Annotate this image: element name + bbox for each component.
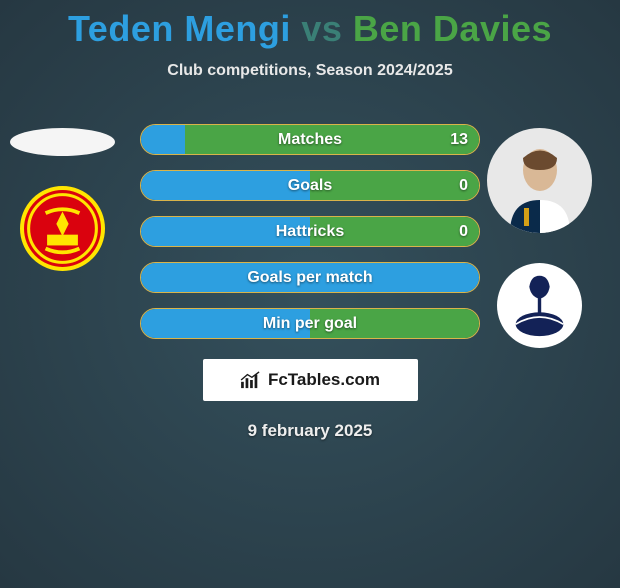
comparison-date: 9 february 2025 [0, 421, 620, 441]
stat-bar-right-segment [185, 125, 479, 154]
subtitle: Club competitions, Season 2024/2025 [0, 62, 620, 80]
stat-bar-left-segment [141, 263, 479, 292]
stat-row: Goals0 [140, 170, 480, 201]
branding-text: FcTables.com [268, 370, 380, 390]
stat-row: Hattricks0 [140, 216, 480, 247]
stat-bar-track [140, 124, 480, 155]
stat-bar-track [140, 308, 480, 339]
stat-bar-left-segment [141, 125, 185, 154]
player2-name: Ben Davies [353, 8, 552, 49]
branding-badge: FcTables.com [203, 359, 418, 401]
player1-name: Teden Mengi [68, 8, 291, 49]
stat-bar-right-segment [310, 309, 479, 338]
vs-text: vs [301, 8, 342, 49]
stat-row: Min per goal [140, 308, 480, 339]
stat-bar-track [140, 262, 480, 293]
stat-bar-right-segment [310, 217, 479, 246]
stat-bar-track [140, 216, 480, 247]
stat-row: Goals per match [140, 262, 480, 293]
comparison-title: Teden Mengi vs Ben Davies [0, 8, 620, 50]
stat-bar-right-segment [310, 171, 479, 200]
chart-icon [240, 371, 262, 389]
stat-row: Matches13 [140, 124, 480, 155]
stat-bar-track [140, 170, 480, 201]
stat-bar-left-segment [141, 217, 310, 246]
stat-bar-left-segment [141, 171, 310, 200]
stat-bar-left-segment [141, 309, 310, 338]
stats-bars: Matches13 Goals0 Hattricks0 Goals per match… [140, 124, 480, 339]
